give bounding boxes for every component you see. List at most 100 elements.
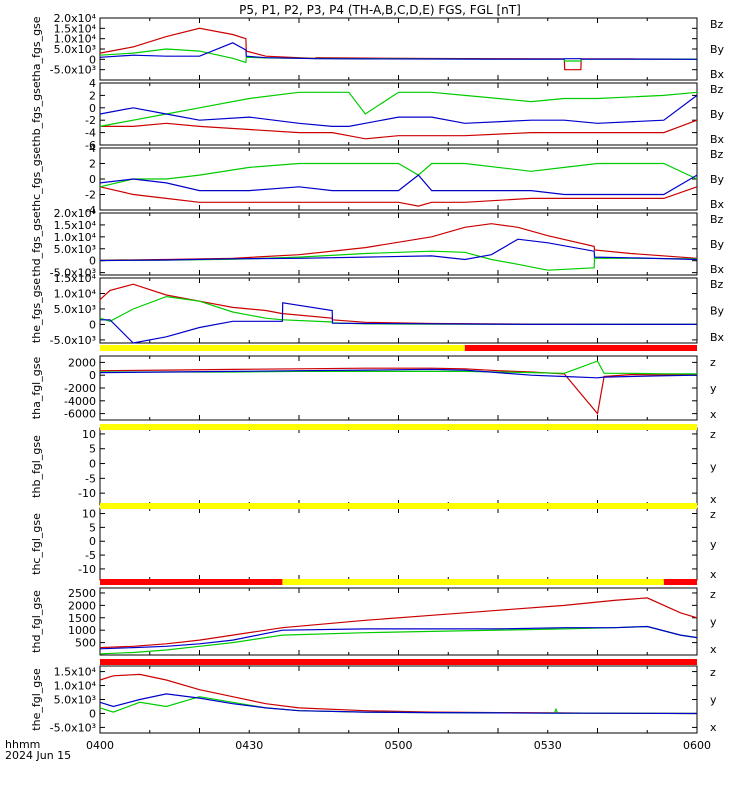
y-tick-label: 2.0x10⁴ bbox=[54, 207, 97, 220]
x-tick-label: 0400 bbox=[86, 739, 114, 752]
y-tick-label: -2 bbox=[85, 189, 96, 202]
y-tick-label: 1.5x10⁴ bbox=[54, 272, 97, 285]
y-tick-label: 500 bbox=[75, 637, 96, 650]
x-tick-label: 0500 bbox=[385, 739, 413, 752]
y-tick-label: 2 bbox=[89, 158, 96, 171]
status-segment-red bbox=[100, 659, 697, 665]
legend-Bz: Bz bbox=[710, 18, 724, 31]
series-z bbox=[99, 673, 698, 715]
y-tick-label: 5.0x10³ bbox=[54, 43, 96, 56]
status-bar bbox=[100, 345, 697, 351]
status-segment-red bbox=[100, 579, 283, 585]
legend-z: z bbox=[710, 356, 716, 369]
y-tick-label: -10 bbox=[78, 487, 96, 500]
legend-y: y bbox=[710, 538, 717, 551]
status-bar bbox=[100, 579, 697, 585]
y-tick-label: -4 bbox=[85, 127, 96, 140]
y-tick-label: -2 bbox=[85, 114, 96, 127]
series-Bz bbox=[99, 186, 698, 207]
status-bar bbox=[100, 424, 697, 430]
y-tick-label: -2000 bbox=[64, 382, 96, 395]
legend-By: By bbox=[710, 108, 725, 121]
panel-the_fgs_gse: 1.5x10⁴ 1.0x10⁴ 5.0x10³ 0 -5.0x10³ the_fgs_gs… bbox=[30, 272, 725, 347]
panel-frame bbox=[99, 355, 698, 421]
series-Bz bbox=[99, 223, 698, 261]
x-tick-label: 0430 bbox=[235, 739, 263, 752]
panel-ylabel: tha_fgl_gse bbox=[30, 357, 43, 420]
panel-ylabel: the_fgl_gse bbox=[30, 668, 43, 731]
panels-group: 2.0x10⁴1.5x10⁴1.0x10⁴5.0x10³0-5.0x10³tha… bbox=[30, 12, 725, 734]
legend-x: x bbox=[710, 721, 717, 734]
y-tick-label: 0 bbox=[89, 369, 96, 382]
y-tick-label: 0 bbox=[89, 173, 96, 186]
series-x bbox=[99, 693, 698, 715]
legend-Bz: Bz bbox=[710, 148, 724, 161]
series-y bbox=[99, 625, 698, 655]
legend-z: z bbox=[710, 508, 716, 521]
y-tick-label: 1.5x10⁴ bbox=[54, 666, 97, 679]
legend-x: x bbox=[710, 643, 717, 656]
series-By bbox=[99, 250, 698, 271]
y-tick-label: -10 bbox=[78, 563, 96, 576]
legend-y: y bbox=[710, 694, 717, 707]
y-tick-label: 2500 bbox=[68, 587, 96, 600]
y-tick-label: 1.5x10⁴ bbox=[54, 219, 97, 232]
y-tick-label: -6000 bbox=[64, 408, 96, 421]
legend-x: x bbox=[710, 568, 717, 581]
series-Bz bbox=[99, 27, 698, 71]
y-tick-label: -5 bbox=[85, 549, 96, 562]
series-Bx bbox=[99, 94, 698, 128]
legend-Bx: Bx bbox=[710, 198, 725, 211]
legend-z: z bbox=[710, 666, 716, 679]
series-Bx bbox=[99, 174, 698, 196]
legend-Bz: Bz bbox=[710, 83, 724, 96]
legend-z: z bbox=[710, 588, 716, 601]
y-tick-label: -5 bbox=[85, 472, 96, 485]
status-bar bbox=[100, 659, 697, 665]
status-segment-yellow bbox=[100, 424, 697, 430]
date-label: 2024 Jun 15 bbox=[5, 749, 71, 762]
y-tick-label: 1.0x10⁴ bbox=[54, 33, 97, 46]
panel-ylabel: thc_fgl_gse bbox=[30, 513, 43, 575]
series-By bbox=[99, 91, 698, 127]
y-tick-label: 5 bbox=[89, 443, 96, 456]
legend-x: x bbox=[710, 493, 717, 506]
status-segment-red bbox=[464, 345, 697, 351]
status-segment-yellow bbox=[100, 503, 697, 509]
status-segment-red bbox=[663, 579, 697, 585]
y-tick-label: 0 bbox=[89, 458, 96, 471]
panel-frame bbox=[99, 427, 698, 506]
y-tick-label: 5.0x10³ bbox=[54, 694, 96, 707]
panel-frame bbox=[99, 212, 698, 276]
x-tick-label: 0530 bbox=[534, 739, 562, 752]
legend-Bx: Bx bbox=[710, 133, 725, 146]
y-tick-label: -5.0x10³ bbox=[50, 334, 96, 347]
legend-x: x bbox=[710, 408, 717, 421]
y-tick-label: 1.0x10⁴ bbox=[54, 287, 97, 300]
series-z bbox=[99, 367, 698, 415]
legend-By: By bbox=[710, 173, 725, 186]
y-tick-label: 1.5x10⁴ bbox=[54, 22, 97, 35]
y-tick-label: 0 bbox=[89, 318, 96, 331]
y-tick-label: -6 bbox=[85, 139, 96, 152]
y-tick-label: 0 bbox=[89, 102, 96, 115]
legend-By: By bbox=[710, 43, 725, 56]
y-tick-label: 10 bbox=[82, 428, 96, 441]
y-tick-label: 10 bbox=[82, 508, 96, 521]
panel-ylabel: thd_fgs_gse bbox=[30, 211, 43, 277]
legend-Bz: Bz bbox=[710, 213, 724, 226]
panel-ylabel: thb_fgl_gse bbox=[30, 435, 43, 498]
panel-ylabel: thd_fgl_gse bbox=[30, 590, 43, 653]
series-Bz bbox=[99, 283, 697, 325]
y-tick-label: -4000 bbox=[64, 395, 96, 408]
panel-thb_fgl_gse: 10 5 0-5 -10 thb_fgl_gse z y x bbox=[30, 427, 717, 506]
status-segment-yellow bbox=[282, 579, 664, 585]
legend-y: y bbox=[710, 461, 717, 474]
time-axis-label: hhmm bbox=[5, 738, 40, 751]
y-tick-label: 1.0x10⁴ bbox=[54, 680, 97, 693]
